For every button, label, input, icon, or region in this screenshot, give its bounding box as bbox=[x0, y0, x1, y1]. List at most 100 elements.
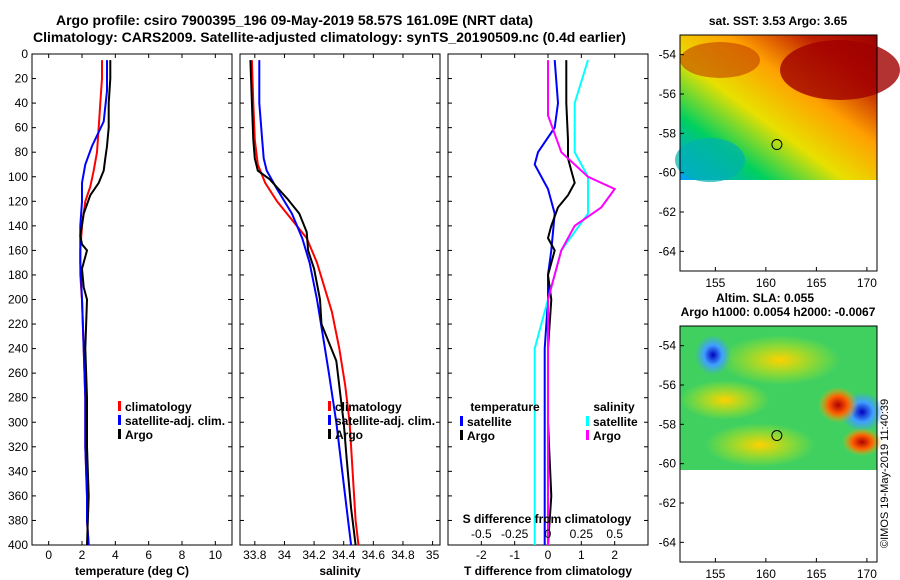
watermark: ©IMOS 19-May-2019 11:40:39 bbox=[879, 399, 891, 548]
diff-legend-swatch bbox=[586, 430, 589, 440]
diff-legend-label: satellite bbox=[467, 415, 512, 429]
temperature-xtick-label: 2 bbox=[79, 548, 86, 562]
diff-secondary-tick-label: 0.5 bbox=[606, 527, 623, 541]
sst-map-ytick-label: -64 bbox=[659, 244, 677, 258]
sst-map-ytick-label: -60 bbox=[659, 166, 677, 180]
depth-tick-label: 200 bbox=[8, 293, 28, 307]
depth-axis: 0 20 40 60 80 100 120 140 160 180 200 220 240 260 280 3… bbox=[8, 47, 28, 552]
sst-map-ytick-label: -58 bbox=[659, 126, 677, 140]
sst-map-ytick-label: -56 bbox=[659, 87, 677, 101]
depth-tick-label: 260 bbox=[8, 366, 28, 380]
sla-yellow-patch bbox=[720, 335, 840, 385]
sla-map-title-1: Altim. SLA: 0.055 bbox=[716, 291, 814, 305]
salinity-legend-swatch bbox=[328, 401, 331, 411]
sla-map-xtick-label: 170 bbox=[857, 567, 877, 580]
salinity-xtick-label: 33.8 bbox=[243, 548, 267, 562]
diff-legend-swatch bbox=[460, 430, 463, 440]
depth-tick-label: 20 bbox=[15, 72, 29, 86]
salinity-frame bbox=[239, 53, 441, 546]
salinity-panel: 33.8 34 34.2 34.4 34.6 34.8 35 salinity climatol… bbox=[239, 53, 441, 578]
depth-tick-label: 80 bbox=[15, 145, 29, 159]
salinity-series-argo bbox=[249, 60, 357, 546]
sla-map-ytick-label: -64 bbox=[659, 535, 677, 549]
diff-secondary-xlabel: S difference from climatology bbox=[463, 512, 632, 526]
depth-tick-label: 140 bbox=[8, 219, 28, 233]
depth-tick-label: 100 bbox=[8, 170, 28, 184]
sst-map-title: sat. SST: 3.53 Argo: 3.65 bbox=[709, 14, 848, 28]
salinity-series-satellite-adj-clim- bbox=[258, 60, 353, 546]
diff-legend-swatch bbox=[586, 416, 589, 426]
temperature-xlabel: temperature (deg C) bbox=[75, 564, 189, 578]
sst-map-xtick-label: 160 bbox=[756, 276, 776, 290]
sst-map-xtick-label: 165 bbox=[806, 276, 826, 290]
differences-xtick-label: -2 bbox=[476, 548, 487, 562]
temperature-xtick-label: 4 bbox=[112, 548, 119, 562]
differences-xtick-label: 2 bbox=[611, 548, 618, 562]
depth-tick-label: 380 bbox=[8, 513, 28, 527]
sla-yellow-patch-2 bbox=[680, 380, 770, 420]
temperature-legend-swatch bbox=[118, 401, 121, 411]
depth-tick-label: 120 bbox=[8, 194, 28, 208]
sla-map-ytick-label: -56 bbox=[659, 378, 677, 392]
sst-map-xtick-label: 155 bbox=[705, 276, 725, 290]
title-line-2: Climatology: CARS2009. Satellite-adjuste… bbox=[33, 29, 626, 45]
sla-high-eddy bbox=[818, 387, 858, 423]
argo-float-marker-2 bbox=[771, 430, 783, 442]
salinity-legend-swatch bbox=[328, 429, 331, 439]
temperature-legend-swatch bbox=[118, 415, 121, 425]
salinity-xtick-label: 34.8 bbox=[391, 548, 415, 562]
differences-xtick-label: -1 bbox=[509, 548, 520, 562]
salinity-xtick-label: 35 bbox=[426, 548, 440, 562]
temperature-legend-label: Argo bbox=[125, 428, 153, 442]
diff-legend-swatch bbox=[460, 416, 463, 426]
depth-tick-label: 320 bbox=[8, 440, 28, 454]
depth-tick-label: 0 bbox=[21, 47, 28, 61]
differences-series-temperature-satellite bbox=[533, 60, 560, 545]
salinity-series-climatology bbox=[250, 60, 360, 546]
diff-legend-label: Argo bbox=[467, 429, 495, 443]
sla-map-ytick-label: -58 bbox=[659, 417, 677, 431]
diff-secondary-tick-label: -0.5 bbox=[471, 527, 492, 541]
temperature-panel: 0 2 4 6 8 10 temperature (deg C) climatologysat… bbox=[31, 53, 233, 578]
salinity-xtick-label: 34 bbox=[278, 548, 292, 562]
sla-map-ytick-label: -60 bbox=[659, 457, 677, 471]
argo-float-marker bbox=[771, 139, 783, 151]
salinity-xtick-label: 34.2 bbox=[302, 548, 326, 562]
sla-map-xtick-label: 165 bbox=[806, 567, 826, 580]
sla-map-xtick-label: 160 bbox=[756, 567, 776, 580]
differences-xtick-label: 0 bbox=[545, 548, 552, 562]
temperature-xtick-label: 6 bbox=[145, 548, 152, 562]
sla-high-eddy-2 bbox=[842, 428, 882, 456]
sst-map-axes: 155 160 165 170 -54 -56 -58 -60 -62 -64 bbox=[659, 48, 878, 290]
depth-tick-label: 300 bbox=[8, 415, 28, 429]
depth-tick-label: 360 bbox=[8, 489, 28, 503]
sla-low-eddy bbox=[695, 335, 731, 375]
differences-series-salinity-satellite bbox=[533, 59, 589, 545]
sla-map-ytick-label: -54 bbox=[659, 339, 677, 353]
salinity-xlabel: salinity bbox=[319, 564, 361, 578]
sst-map-frame bbox=[679, 34, 878, 272]
salinity-legend-label: satellite-adj. clim. bbox=[335, 414, 435, 428]
temperature-xtick-label: 8 bbox=[179, 548, 186, 562]
sla-map-frame bbox=[679, 325, 878, 563]
sst-map-ytick-label: -54 bbox=[659, 48, 677, 62]
difference-panel: -2 -1 0 1 2 T difference from climatology temp… bbox=[447, 53, 649, 578]
salinity-xtick-label: 34.6 bbox=[362, 548, 386, 562]
depth-tick-label: 60 bbox=[15, 121, 29, 135]
salinity-xtick-label: 34.4 bbox=[332, 548, 356, 562]
sla-map: Altim. SLA: 0.055 Argo h1000: 0.0054 h20… bbox=[659, 291, 884, 580]
depth-tick-label: 180 bbox=[8, 268, 28, 282]
depth-tick-label: 400 bbox=[8, 538, 28, 552]
diff-secondary-tick-label: -0.25 bbox=[501, 527, 529, 541]
diff-legend-label: satellite bbox=[593, 415, 638, 429]
differences-xtick-label: 1 bbox=[578, 548, 585, 562]
diff-secondary-tick-label: 0.25 bbox=[570, 527, 594, 541]
temperature-xtick-label: 0 bbox=[45, 548, 52, 562]
sla-map-axes: 155 160 165 170 -54 -56 -58 -60 -62 -64 bbox=[659, 339, 878, 580]
temperature-legend-swatch bbox=[118, 429, 121, 439]
sla-map-title-2: Argo h1000: 0.0054 h2000: -0.0067 bbox=[681, 305, 876, 319]
salinity-legend-label: Argo bbox=[335, 428, 363, 442]
diff-secondary-tick-label: 0 bbox=[545, 527, 552, 541]
sst-warm-patch bbox=[680, 42, 760, 78]
